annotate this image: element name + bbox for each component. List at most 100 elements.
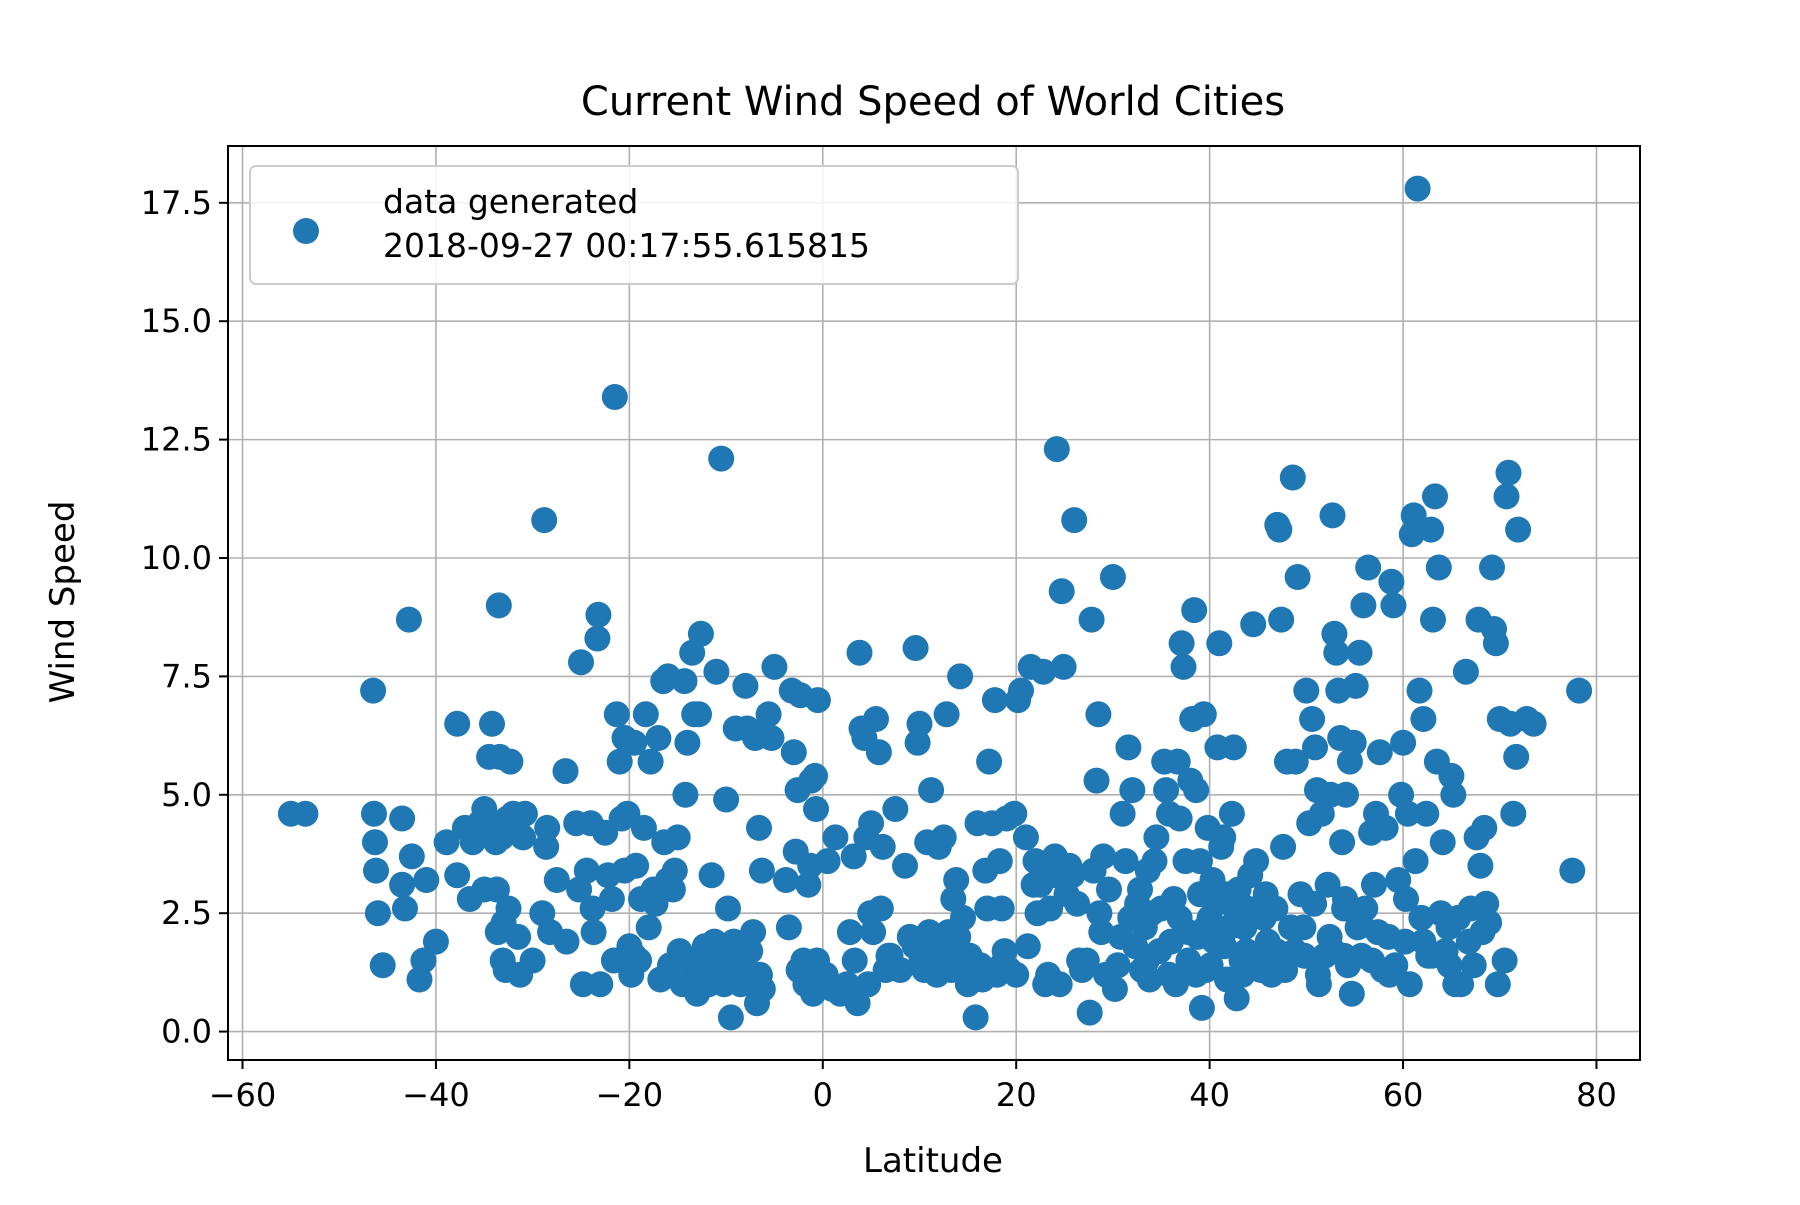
- data-point: [1413, 800, 1440, 827]
- data-point: [410, 947, 437, 974]
- data-point: [1455, 928, 1482, 955]
- data-point: [1500, 800, 1527, 827]
- data-point: [867, 895, 894, 922]
- data-point: [1493, 483, 1520, 510]
- data-point: [748, 857, 775, 884]
- data-point: [1008, 677, 1034, 704]
- data-point: [1166, 805, 1193, 832]
- data-point: [1491, 947, 1518, 974]
- data-point: [691, 933, 718, 960]
- data-point: [1078, 606, 1105, 633]
- data-point: [553, 928, 580, 955]
- data-point: [601, 384, 628, 410]
- data-point: [505, 923, 532, 950]
- data-point: [1066, 947, 1093, 974]
- data-point: [715, 895, 741, 922]
- data-point: [804, 687, 831, 714]
- data-point: [585, 601, 612, 628]
- data-point: [1340, 729, 1367, 756]
- data-point: [1350, 592, 1377, 619]
- data-point: [1221, 895, 1248, 922]
- y-tick-label: 12.5: [141, 421, 212, 459]
- data-point: [497, 748, 524, 775]
- data-point: [389, 871, 416, 898]
- data-point: [1355, 554, 1382, 581]
- data-point: [732, 672, 759, 699]
- data-point: [1425, 554, 1452, 581]
- data-point: [362, 829, 388, 856]
- data-point: [1438, 762, 1465, 789]
- data-point: [655, 867, 681, 893]
- data-point: [941, 942, 968, 969]
- data-point: [1206, 630, 1233, 657]
- data-point: [444, 862, 471, 889]
- data-point: [1372, 814, 1399, 841]
- data-point: [395, 606, 422, 633]
- data-point: [479, 710, 505, 737]
- data-point: [392, 895, 418, 922]
- data-point: [674, 729, 701, 756]
- data-point: [858, 810, 885, 837]
- data-point: [1115, 734, 1142, 761]
- data-point: [543, 867, 570, 893]
- data-point: [1096, 876, 1122, 903]
- data-point: [933, 701, 960, 728]
- data-point: [1064, 890, 1091, 917]
- data-point: [860, 919, 887, 946]
- data-point: [1101, 976, 1128, 1002]
- data-point: [671, 668, 698, 695]
- x-tick-label: −60: [209, 1076, 277, 1114]
- data-point: [1484, 971, 1511, 998]
- data-point: [1346, 639, 1373, 666]
- data-point: [761, 653, 788, 680]
- data-point: [836, 919, 863, 946]
- data-point: [635, 914, 662, 941]
- data-point: [584, 625, 611, 652]
- data-point: [1183, 961, 1210, 988]
- data-point: [740, 919, 767, 946]
- data-point: [1347, 909, 1374, 936]
- data-point: [1301, 890, 1328, 917]
- data-point: [1220, 734, 1247, 761]
- data-point: [846, 639, 873, 666]
- data-point: [360, 677, 387, 704]
- x-tick-label: 40: [1189, 1076, 1230, 1114]
- x-tick-label: 60: [1383, 1076, 1424, 1114]
- data-point: [1402, 848, 1429, 875]
- data-point: [1153, 777, 1180, 804]
- data-point: [814, 848, 841, 875]
- x-tick-label: 20: [996, 1076, 1037, 1114]
- data-point: [1243, 848, 1270, 875]
- data-point: [1134, 857, 1161, 884]
- data-point: [1085, 701, 1112, 728]
- x-tick-label: 80: [1576, 1076, 1617, 1114]
- data-point: [1043, 436, 1070, 463]
- data-point: [947, 663, 974, 690]
- data-point: [1168, 630, 1195, 657]
- data-point: [1109, 800, 1136, 827]
- data-point: [1396, 971, 1423, 998]
- data-point: [1266, 516, 1293, 543]
- data-point: [1329, 829, 1356, 856]
- data-point: [1503, 743, 1530, 770]
- data-point: [822, 824, 849, 851]
- data-point: [398, 843, 425, 870]
- data-point: [672, 781, 699, 808]
- data-point: [1268, 606, 1295, 633]
- data-point: [1061, 507, 1088, 534]
- data-point: [1471, 814, 1498, 841]
- data-point: [976, 748, 1003, 775]
- data-point: [531, 507, 558, 534]
- data-point: [986, 848, 1013, 875]
- data-point: [803, 796, 829, 822]
- data-point: [904, 729, 931, 756]
- data-point: [730, 942, 757, 969]
- data-point: [369, 952, 396, 979]
- data-point: [869, 833, 896, 860]
- data-point: [834, 971, 860, 998]
- data-point: [1143, 824, 1170, 851]
- data-point: [1333, 781, 1359, 808]
- y-tick-label: 10.0: [141, 539, 212, 577]
- data-point: [1440, 781, 1467, 808]
- data-point: [988, 895, 1015, 922]
